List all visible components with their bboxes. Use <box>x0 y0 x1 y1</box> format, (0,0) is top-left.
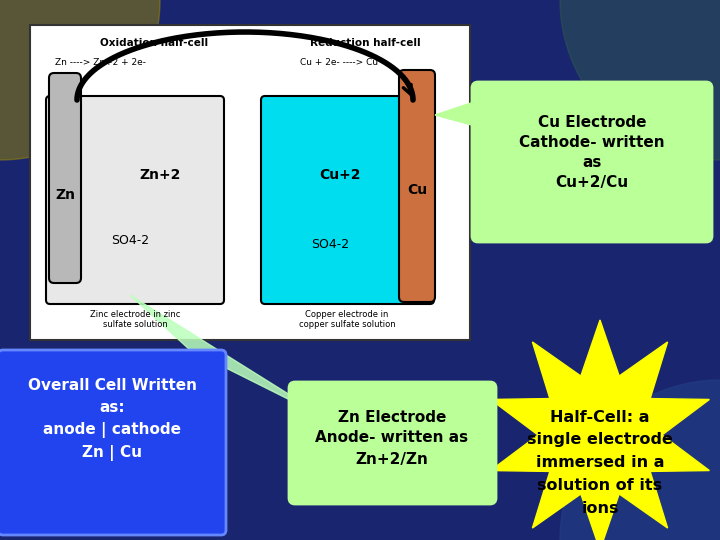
Text: Anode- written as: Anode- written as <box>315 430 469 445</box>
Text: Cu+2: Cu+2 <box>319 168 361 182</box>
Text: Zn+2: Zn+2 <box>139 168 181 182</box>
Text: ions: ions <box>581 501 618 516</box>
Circle shape <box>0 0 160 160</box>
Text: Overall Cell Written: Overall Cell Written <box>27 378 197 393</box>
Text: Half-Cell: a: Half-Cell: a <box>550 410 649 425</box>
Text: Zn ----> Zn+2 + 2e-: Zn ----> Zn+2 + 2e- <box>55 58 146 67</box>
Polygon shape <box>435 100 490 130</box>
Circle shape <box>560 380 720 540</box>
Polygon shape <box>130 295 330 420</box>
Text: single electrode: single electrode <box>527 432 673 447</box>
FancyBboxPatch shape <box>49 73 81 283</box>
Text: immersed in a: immersed in a <box>536 455 665 470</box>
Text: Zinc electrode in zinc
sulfate solution: Zinc electrode in zinc sulfate solution <box>90 310 180 329</box>
Text: Cathode- written: Cathode- written <box>519 135 665 150</box>
Text: solution of its: solution of its <box>537 478 662 493</box>
FancyBboxPatch shape <box>261 96 434 304</box>
FancyBboxPatch shape <box>46 96 224 304</box>
Polygon shape <box>490 320 709 540</box>
Circle shape <box>560 0 720 160</box>
Text: Cu+2/Cu: Cu+2/Cu <box>555 175 629 190</box>
Text: as: as <box>582 155 602 170</box>
Text: Zn: Zn <box>55 188 75 202</box>
Text: SO4-2: SO4-2 <box>111 233 149 246</box>
Text: SO4-2: SO4-2 <box>311 239 349 252</box>
FancyBboxPatch shape <box>399 70 435 302</box>
FancyBboxPatch shape <box>289 382 496 504</box>
Text: Zn | Cu: Zn | Cu <box>82 445 142 461</box>
Text: Cu Electrode: Cu Electrode <box>538 115 647 130</box>
FancyBboxPatch shape <box>0 350 226 535</box>
FancyBboxPatch shape <box>472 82 712 242</box>
Text: Zn Electrode: Zn Electrode <box>338 410 446 425</box>
Text: Cu + 2e- ----> Cu: Cu + 2e- ----> Cu <box>300 58 378 67</box>
Text: Zn+2/Zn: Zn+2/Zn <box>356 452 428 467</box>
Text: anode | cathode: anode | cathode <box>43 422 181 438</box>
Text: as:: as: <box>99 400 125 415</box>
Text: Oxidation half-cell: Oxidation half-cell <box>100 38 208 48</box>
FancyBboxPatch shape <box>30 25 470 340</box>
Text: Copper electrode in
copper sulfate solution: Copper electrode in copper sulfate solut… <box>299 310 395 329</box>
Text: Cu: Cu <box>407 183 427 197</box>
Text: Reduction half-cell: Reduction half-cell <box>310 38 420 48</box>
